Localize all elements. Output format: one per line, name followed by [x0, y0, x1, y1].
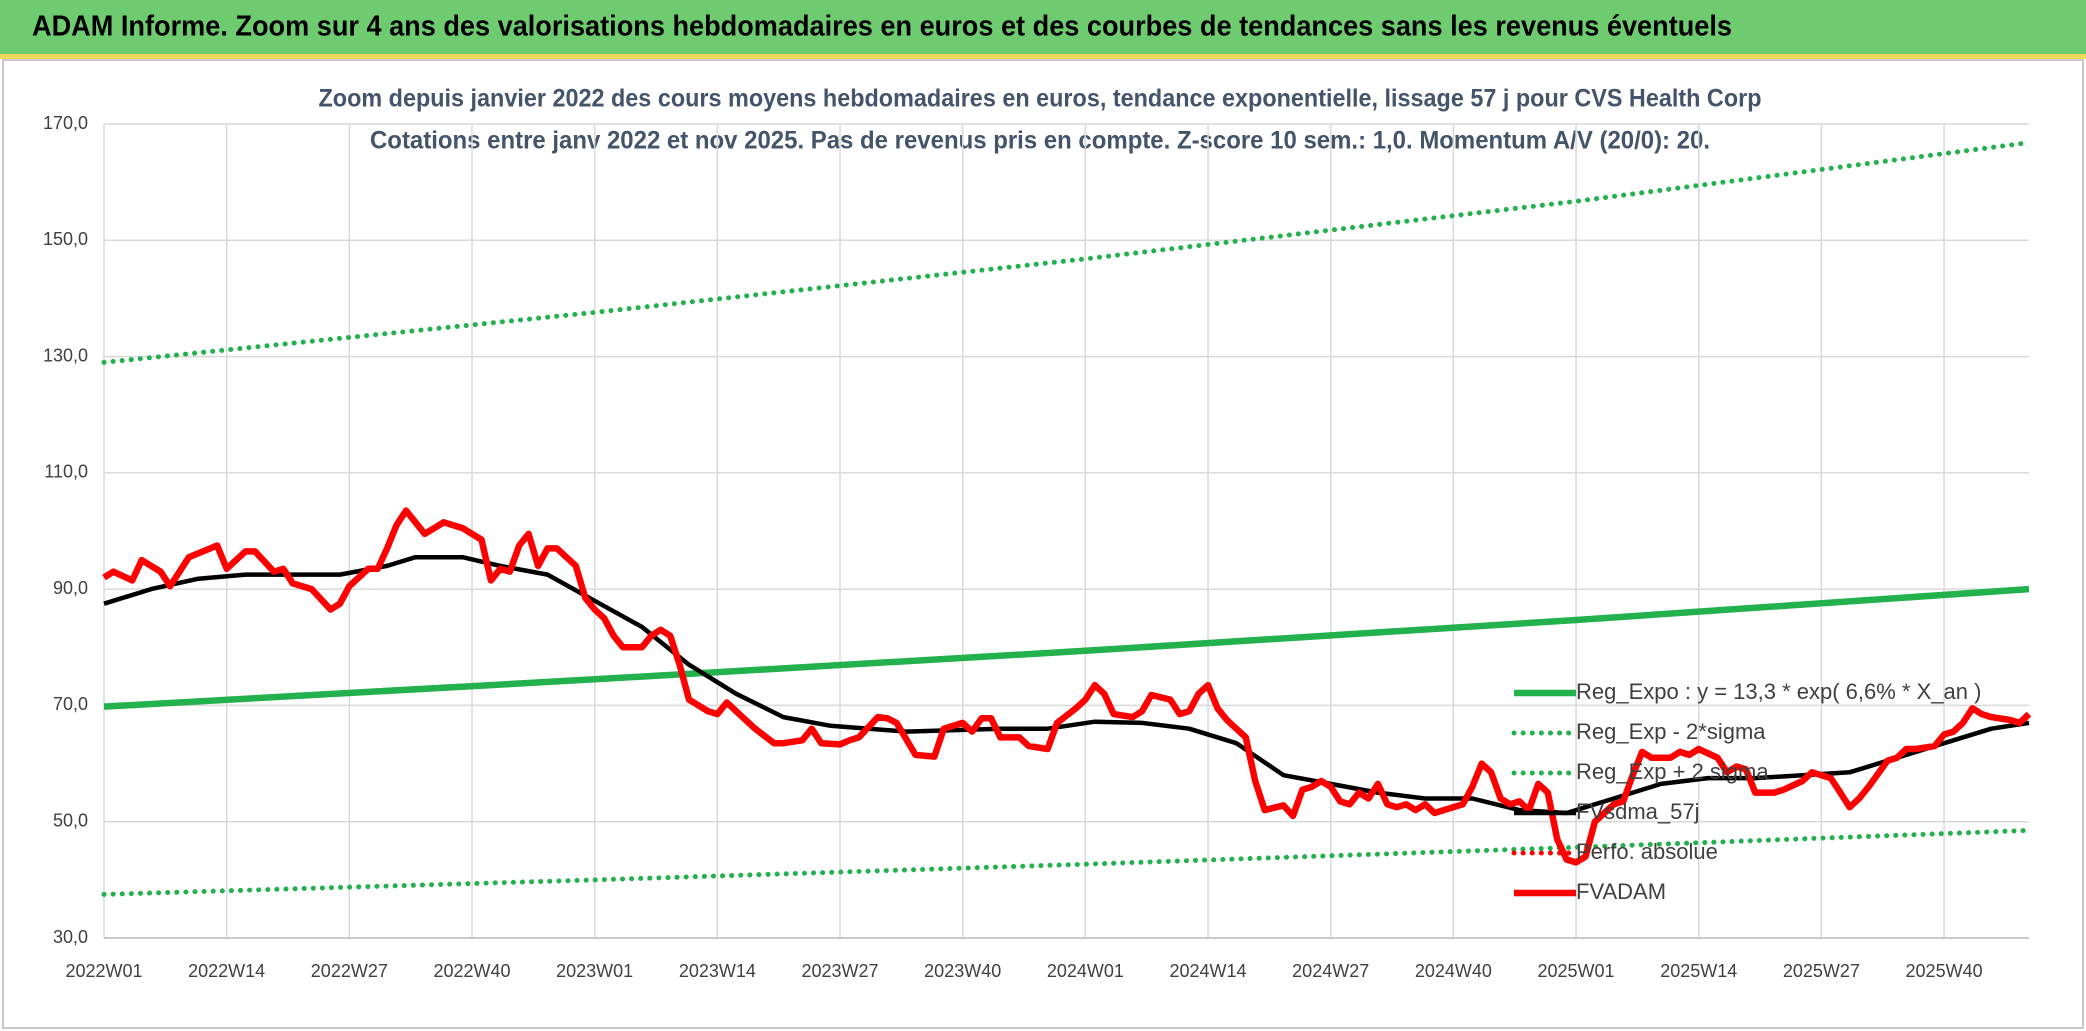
- header-bar: [0, 0, 2086, 54]
- x-tick-label: 2023W40: [924, 961, 1001, 981]
- x-tick-label: 2022W27: [311, 961, 388, 981]
- x-tick-label: 2025W40: [1906, 961, 1983, 981]
- x-tick-label: 2022W14: [188, 961, 265, 981]
- chart-subtitle: Cotations entre janv 2022 et nov 2025. P…: [370, 127, 1710, 155]
- y-tick-label: 50,0: [53, 810, 88, 830]
- x-tick-label: 2023W27: [801, 961, 878, 981]
- legend-label: Reg_Exp - 2*sigma: [1576, 719, 1766, 744]
- x-tick-label: 2024W40: [1415, 961, 1492, 981]
- y-tick-label: 130,0: [43, 345, 88, 365]
- legend: Reg_Expo : y = 13,3 * exp( 6,6% * X_an )…: [1511, 679, 1981, 904]
- x-tick-label: 2025W01: [1538, 961, 1615, 981]
- x-tick-label: 2023W14: [679, 961, 756, 981]
- y-tick-label: 170,0: [43, 113, 88, 133]
- series-line: [101, 827, 2032, 897]
- chart-frame: [2, 59, 2084, 1029]
- x-tick-label: 2024W27: [1292, 961, 1369, 981]
- x-tick-label: 2023W01: [556, 961, 633, 981]
- series-line: [103, 585, 2030, 710]
- y-tick-label: 70,0: [53, 694, 88, 714]
- x-tick-label: 2022W40: [433, 961, 510, 981]
- y-tick-label: 150,0: [43, 229, 88, 249]
- header-title: ADAM Informe. Zoom sur 4 ans des valoris…: [32, 11, 1732, 43]
- y-tick-label: 90,0: [53, 578, 88, 598]
- legend-label: FVsdma_57j: [1576, 799, 1700, 824]
- legend-label: Perfo. absolue: [1576, 839, 1718, 864]
- x-tick-label: 2025W14: [1660, 961, 1737, 981]
- series-line: [102, 507, 2032, 866]
- legend-label: Reg_Exp + 2 sigma: [1576, 759, 1769, 784]
- x-tick-label: 2022W01: [65, 961, 142, 981]
- legend-label: FVADAM: [1576, 879, 1666, 904]
- chart: Zoom depuis janvier 2022 des cours moyen…: [43, 85, 2032, 981]
- legend-label: Reg_Expo : y = 13,3 * exp( 6,6% * X_an ): [1576, 679, 1981, 704]
- series-line: [103, 554, 2030, 816]
- accent-strip: [0, 53, 2086, 59]
- x-tick-label: 2024W14: [1170, 961, 1247, 981]
- y-tick-label: 110,0: [44, 462, 88, 482]
- x-tick-label: 2024W01: [1047, 961, 1124, 981]
- y-tick-label: 30,0: [53, 927, 88, 947]
- x-tick-label: 2025W27: [1783, 961, 1860, 981]
- series-line: [101, 140, 2032, 365]
- chart-title: Zoom depuis janvier 2022 des cours moyen…: [319, 85, 1762, 113]
